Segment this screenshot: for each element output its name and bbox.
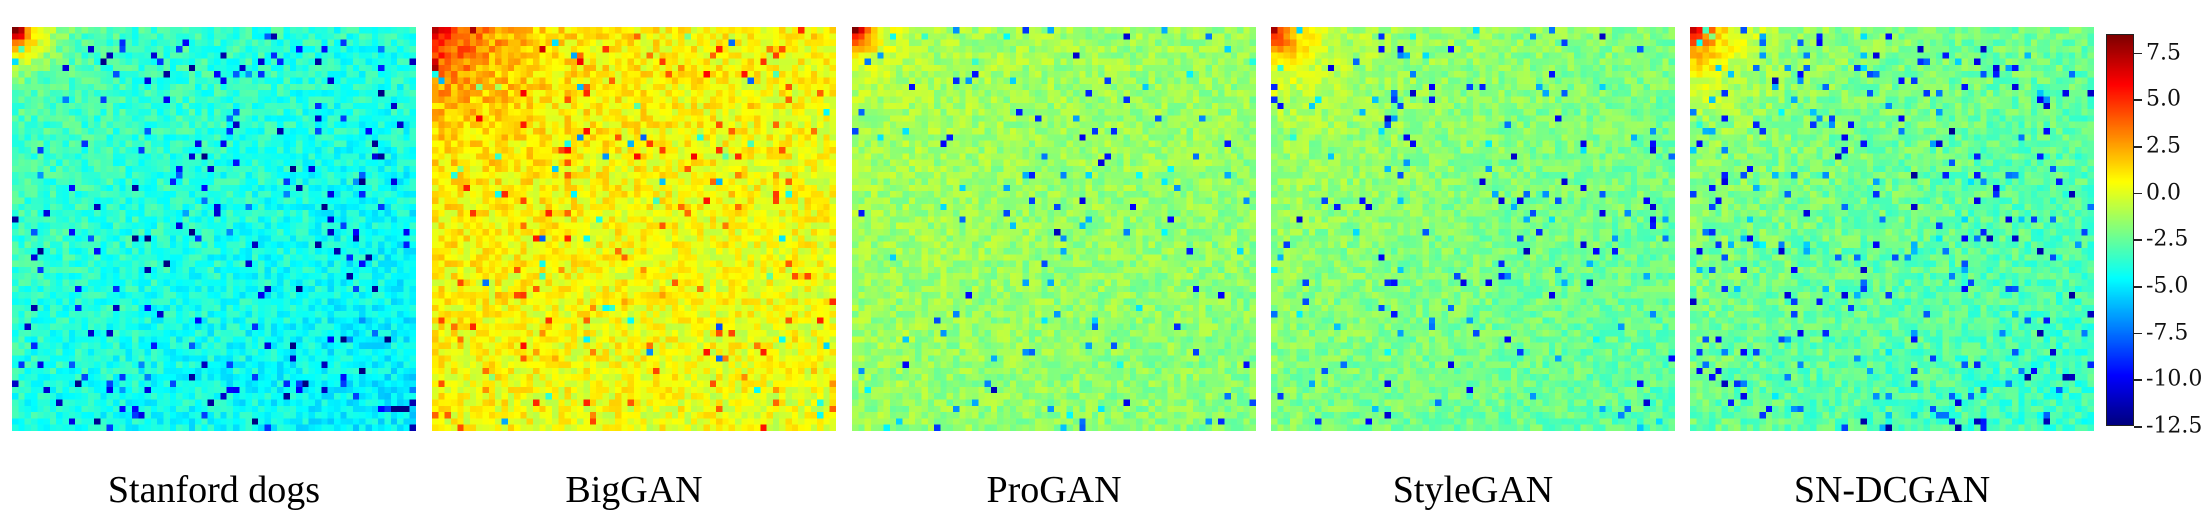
colorbar-tick-label: -7.5 <box>2146 320 2189 346</box>
colorbar-tick <box>2134 99 2142 101</box>
panel-stanford-dogs <box>12 27 416 431</box>
heatmap-progan <box>852 27 1256 431</box>
colorbar-tick-label: 0.0 <box>2146 180 2181 206</box>
colorbar-tick <box>2134 286 2142 288</box>
colorbar-tick-label: -12.5 <box>2146 413 2203 439</box>
colorbar-tick-label: -5.0 <box>2146 273 2189 299</box>
colorbar-gradient <box>2107 35 2133 425</box>
heatmap-stanford-dogs <box>12 27 416 431</box>
colorbar-tick-label: 2.5 <box>2146 133 2181 159</box>
panel-biggan <box>432 27 836 431</box>
colorbar-tick <box>2134 146 2142 148</box>
colorbar-tick <box>2134 426 2142 428</box>
panel-stylegan <box>1271 27 1675 431</box>
colorbar-tick-label: 7.5 <box>2146 40 2181 66</box>
colorbar-tick <box>2134 239 2142 241</box>
colorbar-tick <box>2134 52 2142 55</box>
colorbar-tick <box>2134 332 2142 335</box>
colorbar-tick-label: 5.0 <box>2146 86 2181 112</box>
label-stanford-dogs: Stanford dogs <box>107 469 321 511</box>
label-stylegan: StyleGAN <box>1392 469 1554 511</box>
colorbar-tick-label: -2.5 <box>2146 226 2189 252</box>
colorbar-tick <box>2134 192 2142 195</box>
colorbar <box>2106 34 2134 426</box>
colorbar-tick <box>2134 379 2142 381</box>
label-biggan: BigGAN <box>565 469 703 511</box>
heatmap-sn-dcgan <box>1690 27 2094 431</box>
label-progan: ProGAN <box>986 469 1122 511</box>
panel-progan <box>852 27 1256 431</box>
colorbar-tick-label: -10.0 <box>2146 366 2203 392</box>
heatmap-stylegan <box>1271 27 1675 431</box>
panel-sn-dcgan <box>1690 27 2094 431</box>
heatmap-biggan <box>432 27 836 431</box>
label-sn-dcgan: SN-DCGAN <box>1793 469 1991 511</box>
